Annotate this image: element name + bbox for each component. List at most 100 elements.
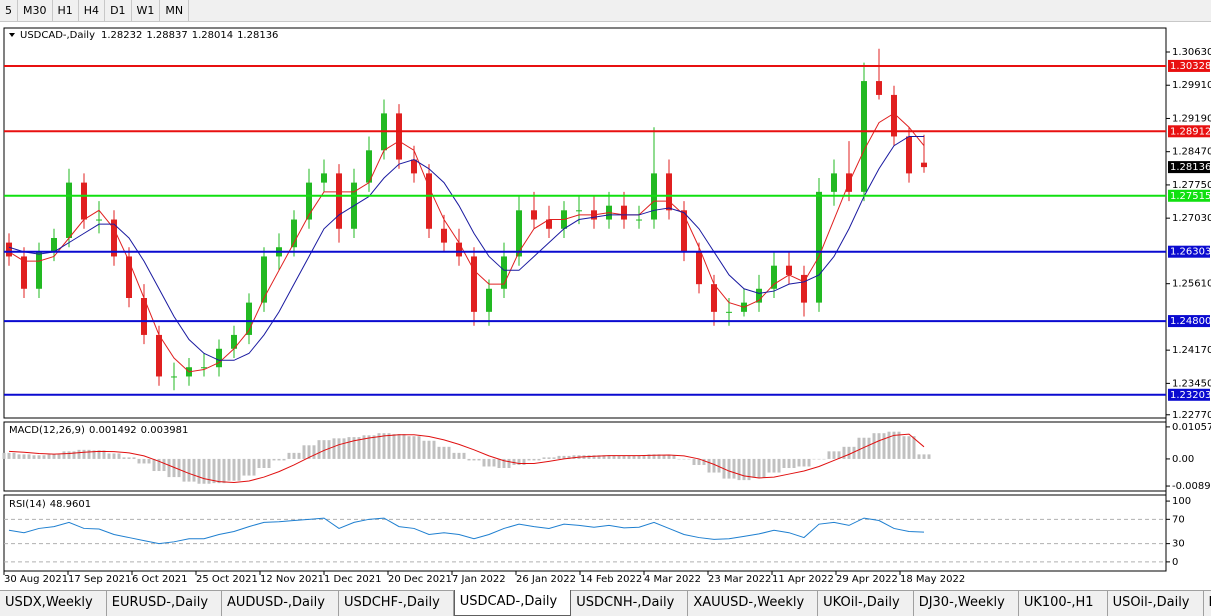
macd-bar	[337, 438, 341, 459]
timeframe-button[interactable]: W1	[132, 0, 161, 21]
chart-tab[interactable]: EURUSD-,Daily	[107, 591, 223, 616]
macd-bar	[597, 455, 601, 459]
x-tick-label: 17 Sep 2021	[68, 574, 131, 585]
macd-bar	[397, 434, 401, 459]
candle-body	[531, 210, 537, 220]
moving-average	[8, 135, 924, 361]
candle-body	[921, 162, 927, 168]
chart-tab[interactable]: DJ30-,Weekly	[914, 591, 1019, 616]
macd-bar	[47, 454, 51, 459]
macd-bar	[792, 458, 796, 468]
timeframe-button[interactable]: H4	[79, 0, 106, 21]
macd-bar	[117, 453, 121, 459]
macd-bar	[777, 458, 781, 473]
macd-bar	[752, 458, 756, 478]
macd-bar	[862, 437, 866, 459]
macd-bar	[787, 458, 791, 468]
chart-tab[interactable]: UK100-,H1	[1019, 591, 1108, 616]
chart-tab[interactable]: HK5	[1204, 591, 1211, 616]
macd-bar	[507, 458, 511, 468]
macd-bar	[122, 457, 126, 459]
header-value: 1.28837	[146, 30, 187, 41]
level-price-box	[1168, 388, 1210, 401]
chart-tab[interactable]: XAUUSD-,Weekly	[688, 591, 819, 616]
macd-bar	[852, 446, 856, 459]
candle-body	[81, 182, 87, 220]
chart-tab[interactable]: USOil-,Daily	[1108, 591, 1204, 616]
indicator-header: RSI(14) 48.9601	[9, 499, 91, 510]
macd-bar	[712, 458, 716, 473]
level-price-box	[1168, 245, 1210, 258]
macd-bar	[912, 436, 916, 459]
chart-tab[interactable]: USDCHF-,Daily	[339, 591, 454, 616]
macd-bar	[252, 458, 256, 476]
macd-bar	[342, 438, 346, 459]
macd-bar	[602, 455, 606, 459]
macd-bar	[87, 449, 91, 459]
macd-bar	[32, 455, 36, 459]
macd-bar	[417, 436, 421, 459]
macd-bar	[447, 446, 451, 459]
macd-bar	[927, 454, 931, 459]
chart-tab[interactable]: UKOil-,Daily	[818, 591, 914, 616]
timeframe-button[interactable]: H1	[53, 0, 79, 21]
candle-body	[21, 256, 27, 289]
timeframe-button[interactable]: 5	[0, 0, 18, 21]
candle-body	[681, 210, 687, 252]
macd-bar	[302, 445, 306, 459]
macd-bar	[167, 458, 171, 478]
candle-body	[96, 219, 102, 221]
macd-bar	[162, 458, 166, 472]
macd-signal-line	[8, 433, 925, 484]
candle-body	[666, 173, 672, 211]
candle-body	[66, 182, 72, 238]
candle-body	[396, 113, 402, 160]
macd-bar	[372, 435, 376, 459]
macd-bar	[157, 458, 161, 472]
macd-bar	[487, 458, 491, 467]
level-price-box	[1168, 125, 1210, 138]
y-tick-label: 0.010578	[1172, 422, 1211, 433]
last-price-label: 1.28136	[1170, 162, 1211, 173]
chart-tab[interactable]: USDX,Weekly	[0, 591, 107, 616]
chart-tab[interactable]: AUDUSD-,Daily	[222, 591, 339, 616]
level-price-box	[1168, 189, 1210, 202]
candle-body	[231, 334, 237, 349]
macd-bar	[697, 458, 701, 465]
macd-bar	[307, 445, 311, 459]
y-tick-label: 1.25610	[1172, 279, 1211, 290]
macd-bar	[832, 451, 836, 459]
macd-bar	[37, 455, 41, 459]
macd-bar	[652, 454, 656, 459]
macd-bar	[442, 446, 446, 459]
macd-bar	[432, 440, 436, 459]
macd-bar	[892, 431, 896, 459]
timeframe-button[interactable]: MN	[160, 0, 190, 21]
chart-tab[interactable]: USDCAD-,Daily	[453, 590, 572, 616]
candle-body	[141, 298, 147, 335]
candle-body	[336, 173, 342, 229]
macd-bar	[382, 433, 386, 459]
candle-body	[786, 265, 792, 275]
macd-bar	[452, 452, 456, 459]
y-tick-label: 100	[1172, 496, 1191, 507]
chart-tab[interactable]: USDCNH-,Daily	[571, 591, 689, 616]
macd-bar	[757, 458, 761, 478]
candle-body	[321, 173, 327, 183]
macd-bar	[607, 455, 611, 459]
candle-body	[636, 219, 642, 221]
x-tick-label: 30 Aug 2021	[4, 574, 68, 585]
y-tick-label: 1.30630	[1172, 47, 1211, 58]
macd-bar	[557, 455, 561, 459]
indicator-name: MACD(12,26,9)	[9, 425, 85, 436]
chart-background	[0, 22, 1211, 590]
timeframe-button[interactable]: D1	[105, 0, 132, 21]
macd-bar	[312, 445, 316, 459]
macd-bar	[567, 455, 571, 459]
macd-bar	[872, 433, 876, 459]
timeframe-button[interactable]: M30	[18, 0, 53, 21]
macd-bar	[867, 437, 871, 459]
macd-bar	[232, 458, 236, 481]
candle-body	[801, 274, 807, 303]
candle-body	[501, 256, 507, 289]
